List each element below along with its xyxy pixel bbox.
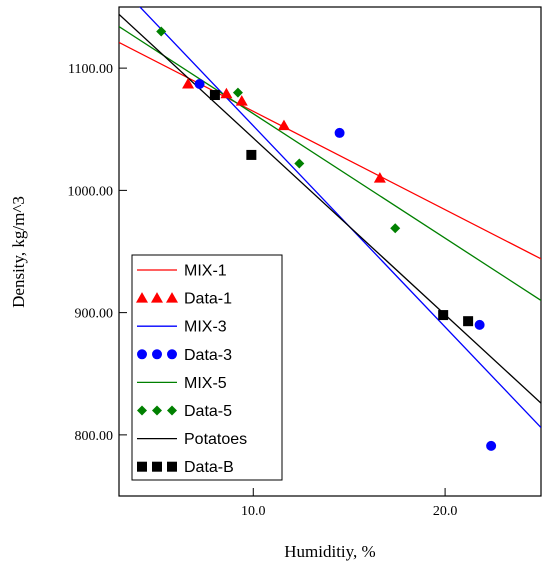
legend-label: Data-1 bbox=[184, 291, 232, 308]
line-mix-1 bbox=[119, 41, 541, 260]
point-data-1 bbox=[235, 95, 248, 106]
legend-entry-mix-1: MIX-1 bbox=[137, 263, 227, 280]
legend-label: MIX-3 bbox=[184, 319, 227, 336]
legend-marker-swatch bbox=[167, 349, 177, 360]
point-data-b bbox=[463, 316, 474, 327]
legend-label: Potatoes bbox=[184, 431, 247, 448]
legend-entry-data-5: Data-5 bbox=[137, 403, 232, 420]
legend-marker-swatch bbox=[166, 292, 178, 303]
point-data-1 bbox=[373, 172, 386, 183]
y-tick-label: 1100.00 bbox=[68, 62, 113, 77]
line-potatoes bbox=[119, 13, 541, 404]
legend-marker-swatch bbox=[151, 292, 163, 303]
point-data-5 bbox=[294, 158, 305, 169]
legend-entry-data-3: Data-3 bbox=[137, 347, 232, 364]
legend-entry-mix-5: MIX-5 bbox=[137, 375, 227, 392]
point-data-5 bbox=[156, 26, 167, 37]
x-tick-label: 10.0 bbox=[241, 504, 266, 519]
y-tick-label: 1000.00 bbox=[68, 184, 114, 199]
y-tick-label: 800.00 bbox=[75, 429, 114, 444]
legend: MIX-1 Data-1 MIX-3 Data-3 MIX-5 Data-5 Potatoe… bbox=[131, 254, 283, 481]
point-data-3 bbox=[474, 319, 485, 330]
legend-marker-swatch bbox=[136, 292, 148, 303]
legend-label: Data-B bbox=[184, 459, 234, 476]
legend-marker-swatch bbox=[137, 349, 147, 360]
point-data-5 bbox=[232, 87, 243, 98]
plot-area-frame bbox=[118, 6, 542, 497]
x-tick-label: 20.0 bbox=[433, 504, 458, 519]
legend-label: MIX-5 bbox=[184, 375, 227, 392]
legend-entry-mix-3: MIX-3 bbox=[137, 319, 227, 336]
point-data-b bbox=[209, 90, 220, 101]
point-data-b bbox=[438, 310, 449, 321]
point-data-5 bbox=[390, 223, 401, 234]
point-data-3 bbox=[334, 127, 345, 138]
legend-entry-data-b: Data-B bbox=[137, 459, 234, 476]
legend-marker-swatch bbox=[167, 461, 177, 472]
legend-marker-swatch bbox=[167, 405, 177, 416]
y-tick-label: 900.00 bbox=[75, 307, 114, 322]
line-mix-5 bbox=[119, 26, 541, 301]
legend-label: Data-3 bbox=[184, 347, 232, 364]
line-mix-3 bbox=[139, 7, 541, 428]
legend-marker-swatch bbox=[152, 405, 162, 416]
point-data-b bbox=[246, 149, 257, 160]
point-data-3 bbox=[194, 79, 205, 90]
point-data-1 bbox=[277, 119, 290, 131]
point-data-3 bbox=[486, 440, 497, 451]
legend-label: Data-5 bbox=[184, 403, 232, 420]
y-axis-title: Density, kg/m^3 bbox=[9, 196, 28, 308]
axis-ticks: 10.0 20.0 800.00 900.00 1000.00 1100.00 bbox=[68, 62, 458, 519]
fit-lines bbox=[119, 7, 541, 428]
legend-label: MIX-1 bbox=[184, 263, 227, 280]
point-data-1 bbox=[220, 87, 233, 99]
legend-marker-swatch bbox=[137, 405, 147, 416]
data-points bbox=[156, 26, 497, 451]
legend-marker-swatch bbox=[152, 461, 162, 472]
legend-marker-swatch bbox=[152, 349, 162, 360]
legend-marker-swatch bbox=[137, 461, 147, 472]
point-data-1 bbox=[182, 78, 195, 89]
x-axis-title: Humiditiy, % bbox=[284, 542, 375, 561]
legend-entry-data-1: Data-1 bbox=[136, 291, 232, 308]
legend-entry-potatoes: Potatoes bbox=[137, 431, 247, 448]
